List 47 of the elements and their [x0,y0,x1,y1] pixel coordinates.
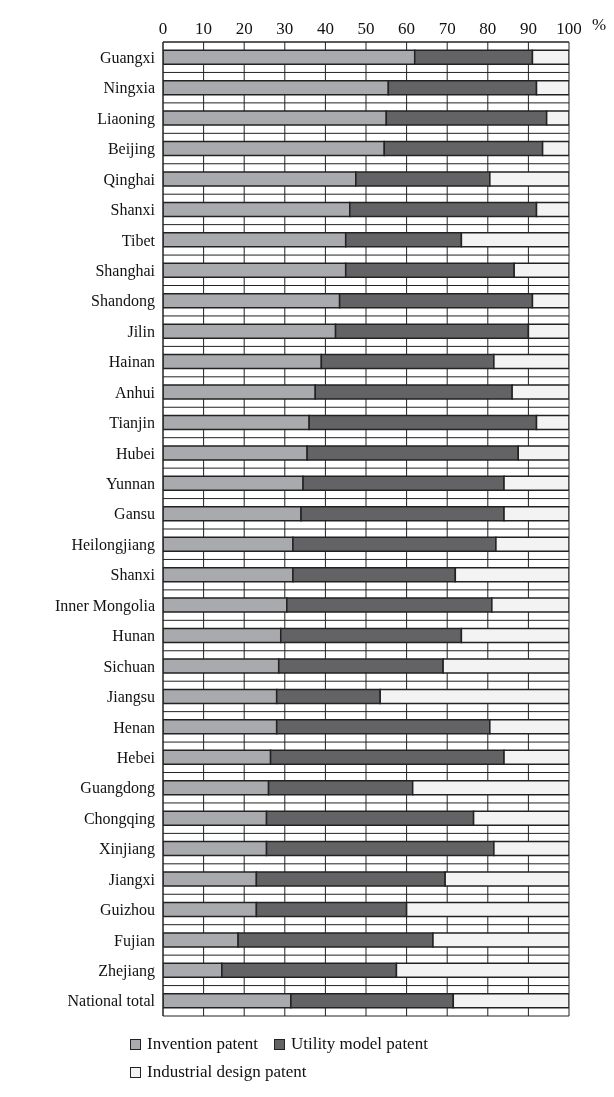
y-tick-label: Hubei [115,444,156,462]
y-tick-label: Xinjiang [99,840,155,859]
y-tick-label: Tibet [121,231,156,249]
legend-label: Invention patent [147,1034,258,1054]
y-tick-label: Shanxi [110,566,156,584]
y-tick-label: Tianjin [109,414,155,433]
y-tick-label: Zhejiang [98,962,155,981]
y-tick-label: Jiangsu [107,688,155,707]
y-tick-label: Heilongjiang [71,535,155,554]
legend-label: Industrial design patent [147,1062,307,1082]
y-tick-label: Beijing [107,140,155,159]
y-tick-label: Ningxia [103,79,155,98]
y-tick-label: Gansu [114,505,155,523]
y-tick-label: Shandong [91,292,155,311]
y-tick-label: Fujian [114,931,155,950]
y-tick-label: Hebei [116,748,156,766]
x-tick-label: 70 [438,19,456,38]
x-tick-label: 30 [276,19,294,38]
x-tick-label: 20 [235,19,253,38]
y-tick-label: Hainan [108,353,155,371]
x-tick-label: 80 [479,19,497,38]
x-tick-label: 0 [158,19,168,38]
x-tick-label: 40 [316,19,334,38]
y-tick-label: Jiangxi [108,870,156,889]
y-tick-label: Jilin [127,322,155,340]
x-tick-label: 90 [519,19,537,38]
y-tick-label: Sichuan [103,657,155,675]
x-tick-label: 100 [556,19,582,38]
x-tick-label: 10 [195,19,213,38]
y-tick-label: Qinghai [103,170,156,189]
x-axis-title: % [592,15,607,35]
y-tick-label: Inner Mongolia [55,596,155,615]
y-tick-label: Guangdong [80,779,155,798]
y-tick-label: Yunnan [106,475,155,493]
y-tick-label: National total [67,992,156,1010]
y-tick-label: Henan [113,718,155,736]
x-tick-label: 50 [357,19,375,38]
y-tick-label: Hunan [112,627,155,645]
y-tick-label: Shanxi [110,201,156,219]
y-tick-label: Chongqing [83,809,155,828]
y-tick-label: Guizhou [99,901,155,919]
y-tick-label: Liaoning [97,109,155,128]
legend-label: Utility model patent [290,1034,428,1054]
y-tick-label: Anhui [115,383,156,401]
y-tick-label: Shanghai [95,261,156,280]
x-tick-label: 60 [398,19,416,38]
y-tick-label: Guangxi [99,48,156,67]
